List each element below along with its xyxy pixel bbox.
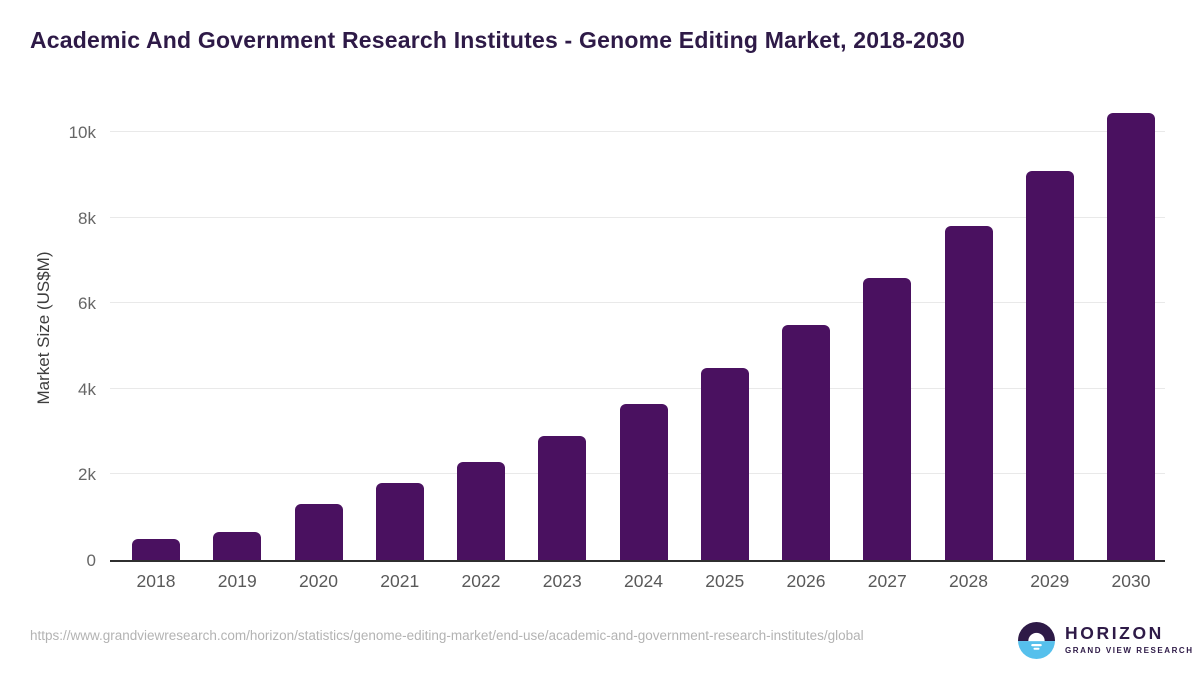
gridline-6k bbox=[110, 302, 1165, 304]
x-tick-label-2023: 2023 bbox=[542, 571, 582, 591]
logo-name: HORIZON bbox=[1065, 623, 1164, 643]
gridline-8k bbox=[110, 216, 1165, 218]
x-tick-label-2029: 2029 bbox=[1030, 571, 1070, 591]
y-tick-label-8k: 8k bbox=[78, 208, 96, 228]
bar-2030[interactable] bbox=[1107, 113, 1155, 560]
x-tick-label-2021: 2021 bbox=[380, 571, 420, 591]
y-tick-label-0: 0 bbox=[86, 551, 96, 570]
gridline-10k bbox=[110, 131, 1165, 133]
bar-2027[interactable] bbox=[863, 277, 912, 560]
bar-2020[interactable] bbox=[294, 504, 343, 560]
plot-area bbox=[110, 95, 1165, 562]
y-tick-label-4k: 4k bbox=[78, 379, 96, 399]
bar-2028[interactable] bbox=[944, 226, 993, 560]
y-tick-label-6k: 6k bbox=[78, 294, 96, 314]
logo-text: HORIZON GRAND VIEW RESEARCH bbox=[1065, 623, 1194, 655]
gridline-4k bbox=[110, 387, 1165, 389]
x-tick-label-2022: 2022 bbox=[461, 571, 501, 591]
x-tick-label-2025: 2025 bbox=[705, 571, 745, 591]
y-axis-tick-labels: 0 2k 4k 6k 8k 10k bbox=[0, 95, 96, 569]
bar-2023[interactable] bbox=[538, 435, 587, 560]
bar-2024[interactable] bbox=[619, 403, 668, 560]
bar-2025[interactable] bbox=[700, 367, 749, 560]
bar-2019[interactable] bbox=[213, 532, 262, 560]
x-tick-label-2026: 2026 bbox=[786, 571, 826, 591]
x-tick-label-2027: 2027 bbox=[867, 571, 907, 591]
y-tick-label-10k: 10k bbox=[68, 123, 96, 143]
bar-2029[interactable] bbox=[1025, 170, 1074, 560]
horizon-sun-circle-icon bbox=[1018, 621, 1055, 659]
bar-2026[interactable] bbox=[782, 324, 830, 560]
bar-2022[interactable] bbox=[457, 461, 505, 560]
x-tick-label-2024: 2024 bbox=[624, 571, 663, 591]
bar-2018[interactable] bbox=[132, 538, 180, 560]
x-axis-tick-labels: 2018 2019 2020 2021 2022 2023 2024 2025 2026 2027… bbox=[110, 571, 1165, 597]
y-tick-label-2k: 2k bbox=[78, 465, 96, 485]
x-tick-label-2020: 2020 bbox=[299, 571, 338, 591]
logo-subtitle: GRAND VIEW RESEARCH bbox=[1065, 646, 1194, 655]
bar-2021[interactable] bbox=[375, 483, 424, 560]
x-tick-label-2019: 2019 bbox=[217, 571, 257, 591]
source-url: https://www.grandviewresearch.com/horizo… bbox=[30, 628, 864, 643]
x-tick-label-2030: 2030 bbox=[1111, 571, 1151, 591]
horizon-logo: HORIZON GRAND VIEW RESEARCH bbox=[1018, 621, 1194, 659]
x-tick-label-2028: 2028 bbox=[949, 571, 988, 591]
chart-title: Academic And Government Research Institu… bbox=[30, 27, 966, 53]
x-tick-label-2018: 2018 bbox=[136, 571, 176, 591]
